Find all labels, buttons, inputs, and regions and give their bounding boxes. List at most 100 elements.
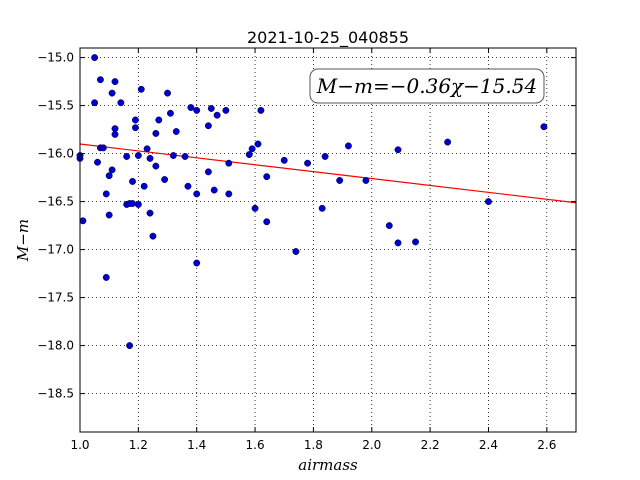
data-point xyxy=(210,186,218,194)
data-point xyxy=(257,106,265,114)
data-point xyxy=(444,138,452,146)
data-points xyxy=(76,54,548,350)
data-point xyxy=(263,173,271,181)
data-point xyxy=(91,54,99,62)
data-point xyxy=(184,182,192,190)
y-tick-label: −17.0 xyxy=(37,243,74,257)
data-point xyxy=(79,217,87,225)
data-point xyxy=(164,89,171,97)
data-point xyxy=(193,106,201,114)
data-point xyxy=(105,172,113,180)
data-point xyxy=(102,273,110,281)
data-point xyxy=(129,177,136,185)
data-point xyxy=(263,218,271,226)
data-point xyxy=(222,106,230,114)
data-point xyxy=(134,152,142,159)
data-point xyxy=(146,209,154,217)
data-point xyxy=(204,122,212,130)
data-point xyxy=(344,142,352,150)
x-tick-label: 1.6 xyxy=(246,438,265,452)
data-point xyxy=(99,144,107,152)
plot-frame xyxy=(79,47,577,433)
data-point xyxy=(193,190,201,198)
y-tick-label: −15.5 xyxy=(37,99,74,113)
data-point xyxy=(485,198,492,206)
annotation-frame xyxy=(309,68,545,104)
data-point xyxy=(251,204,259,212)
data-point xyxy=(385,222,393,230)
data-point xyxy=(140,182,148,190)
data-point xyxy=(134,201,142,208)
data-point xyxy=(108,89,116,97)
annotation-box: M−m=−0.36χ−15.54 xyxy=(309,68,545,104)
x-tick-label: 2.4 xyxy=(479,438,498,452)
data-point xyxy=(225,190,233,198)
data-point xyxy=(248,145,256,153)
y-tick-label: −17.5 xyxy=(37,291,74,305)
data-point xyxy=(91,99,99,107)
data-point xyxy=(131,116,139,124)
data-point xyxy=(394,146,402,154)
data-point xyxy=(131,124,139,132)
data-point xyxy=(129,200,136,207)
x-axis-label: airmass xyxy=(298,456,358,474)
data-point xyxy=(137,85,145,93)
data-point xyxy=(207,105,215,112)
data-point xyxy=(105,211,113,219)
data-point xyxy=(111,125,119,133)
data-point xyxy=(102,190,110,198)
data-point xyxy=(143,145,151,153)
y-axis-ticks: −15.0 −15.5 −16.0 −16.5 −17.0 −17.5 −18.0 −18.5 xyxy=(37,51,576,401)
data-point xyxy=(187,104,195,111)
y-tick-label: −15.0 xyxy=(37,51,74,65)
y-tick-label: −16.0 xyxy=(37,147,74,161)
data-point xyxy=(152,162,160,170)
data-point xyxy=(108,166,116,174)
data-point xyxy=(172,128,180,135)
data-point xyxy=(193,259,201,267)
data-point xyxy=(318,204,326,212)
x-axis-ticks: 1.0 1.2 1.4 1.6 1.8 2.0 2.2 2.4 2.6 xyxy=(70,48,556,452)
data-point xyxy=(204,168,212,176)
data-point xyxy=(169,152,177,159)
x-tick-label: 2.0 xyxy=(362,438,381,452)
data-point xyxy=(181,153,189,160)
data-point xyxy=(146,154,154,162)
data-point xyxy=(336,177,344,184)
y-tick-label: −18.5 xyxy=(37,387,74,401)
data-point xyxy=(394,239,402,247)
data-point xyxy=(155,116,163,124)
data-point xyxy=(111,78,119,86)
x-tick-label: 1.0 xyxy=(70,438,89,452)
fit-line xyxy=(79,143,577,204)
data-point xyxy=(321,153,329,160)
data-point xyxy=(245,151,253,159)
chart-title: 2021-10-25_040855 xyxy=(247,28,409,48)
x-tick-label: 1.8 xyxy=(304,438,323,452)
data-point xyxy=(362,177,370,184)
y-tick-label: −16.5 xyxy=(37,195,74,209)
data-point xyxy=(166,109,174,117)
x-tick-label: 1.4 xyxy=(187,438,206,452)
data-point xyxy=(111,130,119,138)
data-point xyxy=(123,153,131,160)
data-point xyxy=(96,76,104,84)
data-point xyxy=(540,123,548,131)
data-point xyxy=(304,159,312,167)
data-point xyxy=(149,232,157,240)
data-point xyxy=(152,129,160,137)
data-point xyxy=(117,99,125,107)
data-point xyxy=(213,111,221,119)
y-tick-label: −18.0 xyxy=(37,339,74,353)
fit-equation-label: M−m=−0.36χ−15.54 xyxy=(316,74,537,98)
data-point xyxy=(412,238,419,246)
x-tick-label: 2.6 xyxy=(537,438,556,452)
data-point xyxy=(94,158,101,166)
y-axis-label: M−m xyxy=(14,219,32,262)
data-point xyxy=(225,159,233,167)
data-point xyxy=(292,248,300,255)
x-tick-label: 2.2 xyxy=(421,438,440,452)
data-point xyxy=(126,342,134,350)
data-point xyxy=(161,176,169,183)
